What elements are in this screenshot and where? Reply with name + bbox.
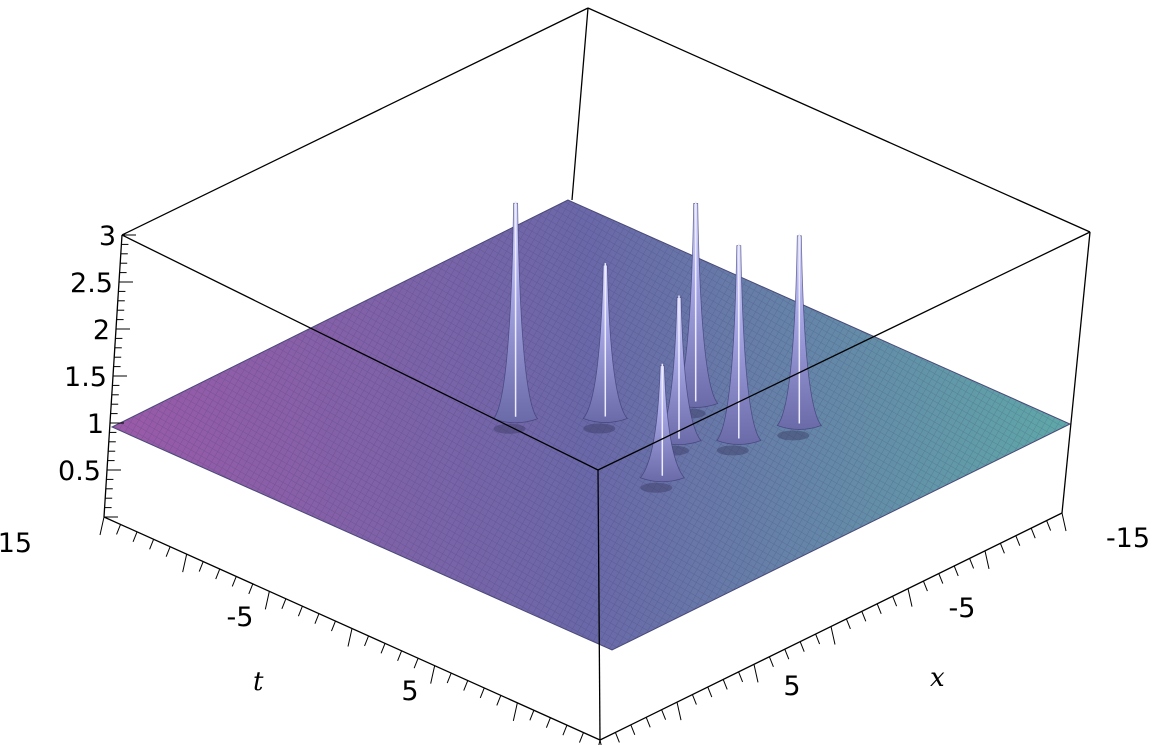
box-edge bbox=[597, 469, 601, 741]
t-tick bbox=[380, 643, 386, 654]
x-tick-label: -5 bbox=[949, 593, 976, 624]
t-tick bbox=[281, 598, 287, 609]
x-tick bbox=[784, 649, 790, 660]
peak-shadow bbox=[777, 430, 810, 441]
t-tick bbox=[430, 665, 436, 684]
t-tick bbox=[116, 524, 121, 535]
x-tick bbox=[768, 656, 774, 667]
x-tick bbox=[938, 573, 944, 584]
x-tick bbox=[599, 739, 602, 745]
x-tick bbox=[1061, 512, 1067, 532]
box-edge bbox=[1061, 231, 1091, 514]
surface-peaks bbox=[492, 201, 822, 493]
surface-mesh bbox=[112, 200, 1070, 650]
box-edge bbox=[121, 234, 599, 471]
x-tick bbox=[676, 702, 682, 721]
z-tick-label: 2.5 bbox=[70, 268, 113, 299]
axis-tick-labels: 0.5 1 1.5 2 2.5 3 -15 -5 5 -15 -5 5 bbox=[0, 221, 1150, 707]
x-tick bbox=[815, 633, 821, 645]
box-edge bbox=[571, 7, 589, 201]
peak-shadow bbox=[640, 482, 673, 493]
x-tick bbox=[645, 717, 651, 728]
t-tick bbox=[99, 516, 105, 536]
x-tick bbox=[614, 732, 620, 743]
t-tick-label: -5 bbox=[227, 602, 254, 633]
t-tick bbox=[397, 650, 403, 661]
t-tick bbox=[198, 561, 204, 572]
x-tick bbox=[707, 686, 713, 698]
x-tick bbox=[953, 565, 959, 577]
box-edge bbox=[121, 7, 589, 236]
z-tick-label: 1.5 bbox=[64, 362, 107, 393]
x-tick bbox=[845, 618, 851, 630]
axis-ticks bbox=[99, 234, 1067, 745]
t-tick bbox=[463, 680, 469, 691]
box-edge bbox=[597, 231, 1091, 471]
z-tick-label: 0.5 bbox=[58, 456, 101, 487]
x-tick bbox=[907, 588, 913, 607]
t-tick bbox=[446, 672, 452, 684]
x-tick bbox=[799, 641, 805, 652]
x-tick bbox=[984, 550, 990, 569]
t-tick bbox=[297, 606, 303, 617]
x-tick bbox=[999, 543, 1005, 554]
t-tick bbox=[331, 620, 336, 632]
peak-shadow bbox=[716, 445, 749, 456]
x-tick bbox=[661, 709, 667, 720]
t-tick bbox=[512, 702, 518, 721]
x-tick-label: -15 bbox=[1106, 523, 1150, 554]
x-tick bbox=[630, 724, 636, 736]
t-tick bbox=[231, 576, 237, 587]
x-tick bbox=[1015, 535, 1021, 546]
z-tick-label: 2 bbox=[93, 315, 110, 346]
x-tick bbox=[922, 580, 928, 592]
t-tick bbox=[314, 613, 320, 624]
t-tick bbox=[364, 635, 369, 647]
t-tick bbox=[413, 658, 419, 669]
t-axis-label: t bbox=[253, 667, 264, 697]
x-tick bbox=[969, 558, 975, 569]
t-tick bbox=[132, 531, 138, 543]
x-tick bbox=[1030, 527, 1036, 539]
x-tick bbox=[830, 626, 836, 645]
t-tick bbox=[182, 554, 188, 573]
t-tick bbox=[165, 546, 171, 557]
surface bbox=[110, 199, 1072, 651]
t-tick bbox=[215, 568, 221, 580]
box-edge bbox=[587, 7, 1091, 233]
z-tick-label: 3 bbox=[99, 221, 116, 252]
t-tick bbox=[545, 717, 551, 728]
t-tick-label: -15 bbox=[0, 528, 32, 559]
t-tick bbox=[248, 583, 254, 595]
x-tick-label: 5 bbox=[783, 671, 800, 702]
t-tick bbox=[598, 739, 601, 745]
z-tick-label: 1 bbox=[87, 409, 104, 440]
box-back-edges bbox=[121, 7, 1091, 236]
t-tick bbox=[264, 591, 270, 610]
t-tick bbox=[496, 695, 502, 706]
t-tick bbox=[529, 710, 535, 721]
x-axis-label: x bbox=[930, 663, 945, 693]
x-tick bbox=[722, 679, 728, 690]
peak-shadow bbox=[493, 423, 526, 434]
peak-shadow bbox=[583, 423, 616, 434]
x-tick bbox=[738, 671, 744, 683]
t-tick bbox=[579, 732, 584, 743]
x-tick bbox=[892, 596, 898, 607]
t-tick-label: 5 bbox=[401, 676, 418, 707]
x-tick bbox=[691, 694, 697, 705]
x-tick bbox=[861, 611, 867, 622]
t-tick bbox=[479, 687, 485, 699]
x-tick bbox=[753, 664, 759, 683]
x-tick bbox=[876, 603, 882, 614]
t-tick bbox=[562, 724, 568, 736]
t-tick bbox=[347, 628, 353, 647]
t-tick bbox=[149, 539, 155, 550]
x-tick bbox=[1046, 520, 1052, 531]
